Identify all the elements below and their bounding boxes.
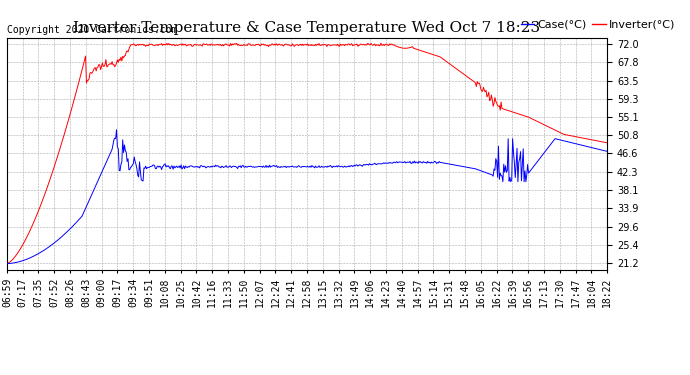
Legend: Case(°C), Inverter(°C): Case(°C), Inverter(°C) <box>516 15 680 34</box>
Title: Inverter Temperature & Case Temperature Wed Oct 7 18:23: Inverter Temperature & Case Temperature … <box>74 21 540 35</box>
Text: Copyright 2020 Cartronics.com: Copyright 2020 Cartronics.com <box>7 25 177 35</box>
